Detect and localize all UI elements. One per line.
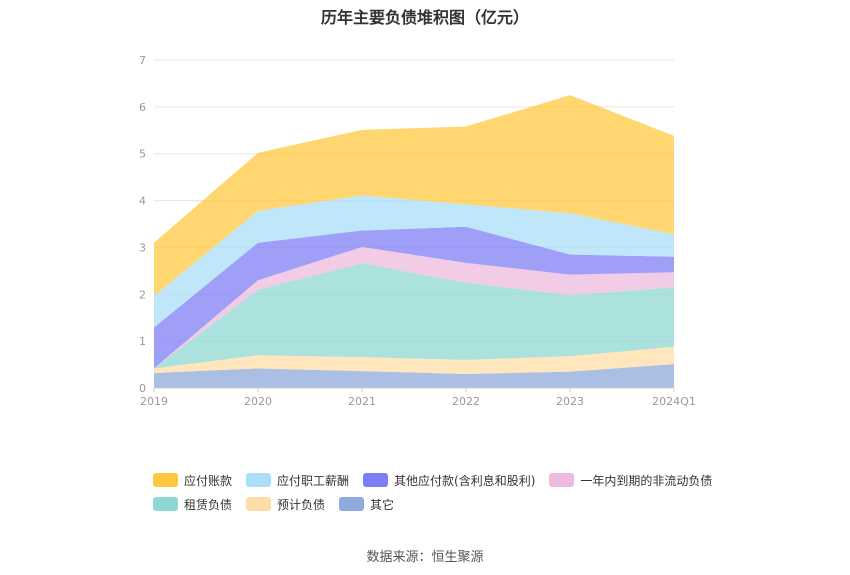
legend-item[interactable]: 其它: [339, 496, 394, 512]
legend-label: 租赁负债: [184, 497, 233, 512]
area-3: [154, 246, 674, 369]
legend-swatch: [246, 473, 272, 487]
x-tick-label: 2022: [452, 395, 480, 408]
x-tick-label: 2020: [244, 395, 272, 408]
legend-label: 预计负债: [277, 497, 326, 512]
y-tick-label: 4: [139, 195, 146, 208]
legend-item[interactable]: 预计负债: [246, 496, 325, 512]
x-axis: 2019 2020 2021 2022 2023 2024Q1: [140, 387, 696, 408]
data-source: 数据来源：恒生聚源: [366, 550, 484, 565]
y-tick-label: 1: [139, 335, 146, 348]
legend-label: 一年内到期的非流动负债: [580, 473, 713, 488]
x-tick-label: 2023: [556, 395, 584, 408]
area-series: [154, 95, 674, 388]
legend-label: 应付账款: [184, 473, 233, 488]
legend: 应付账款 应付职工薪酬 其他应付款(含利息和股利) 一年内到期的非流动负债租赁负债 预计…: [153, 472, 733, 512]
legend-item[interactable]: 租赁负债: [153, 496, 232, 512]
legend-swatch: [339, 497, 365, 511]
y-tick-label: 2: [139, 288, 146, 301]
y-axis: 0 1 2 3 4 5 6 7: [139, 54, 146, 395]
legend-swatch: [153, 473, 178, 487]
legend-swatch: [363, 473, 389, 487]
legend-label: 其他应付款(含利息和股利): [394, 473, 536, 488]
y-tick-label: 7: [139, 54, 146, 67]
y-tick-label: 6: [139, 101, 146, 114]
legend-item[interactable]: 其他应付款(含利息和股利): [363, 472, 535, 488]
stacked-area-chart: 0 1 2 3 4 5 6 7 2019 2020 2021 2022 2023 2024Q1: [139, 54, 696, 408]
area-0: [154, 364, 674, 388]
legend-item[interactable]: 应付职工薪酬: [246, 472, 349, 488]
chart-title: 历年主要负债堆积图（亿元）: [320, 8, 529, 27]
legend-label: 应付职工薪酬: [277, 473, 350, 488]
legend-swatch: [246, 497, 272, 511]
x-tick-label: 2024Q1: [652, 395, 696, 408]
y-tick-label: 5: [139, 148, 146, 161]
y-tick-label: 3: [139, 241, 146, 254]
legend-label: 其它: [370, 497, 395, 512]
area-6: [154, 95, 674, 296]
legend-item[interactable]: 应付账款: [153, 472, 232, 488]
y-tick-label: 0: [139, 382, 146, 395]
area-2: [154, 263, 674, 369]
area-4: [154, 226, 674, 369]
legend-swatch: [549, 473, 575, 487]
legend-swatch: [153, 497, 178, 511]
area-5: [154, 195, 674, 328]
area-1: [154, 346, 674, 374]
x-tick-label: 2021: [348, 395, 376, 408]
x-tick-label: 2019: [140, 395, 168, 408]
legend-item[interactable]: 一年内到期的非流动负债: [549, 472, 712, 488]
